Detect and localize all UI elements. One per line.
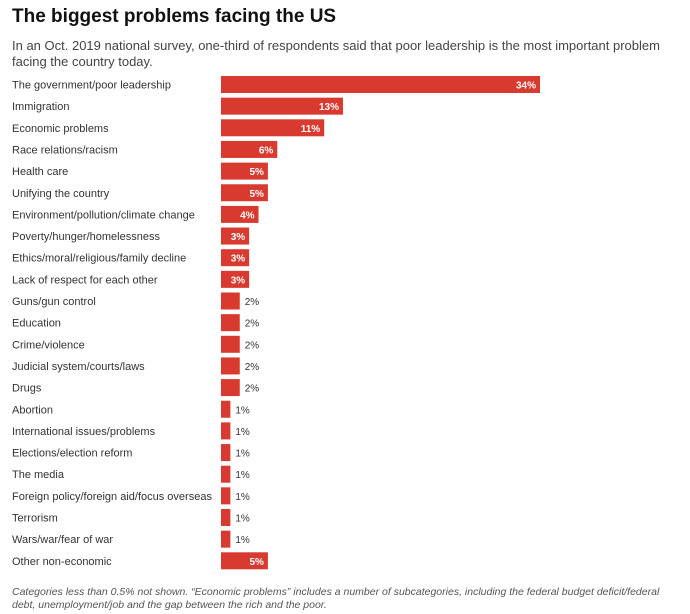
bar	[221, 162, 268, 180]
value-label: 1%	[235, 535, 250, 546]
bar	[221, 357, 240, 375]
bar	[221, 444, 231, 462]
category-label: Elections/election reform	[12, 448, 132, 460]
category-label: Economic problems	[12, 123, 109, 135]
value-label: 34%	[516, 81, 536, 92]
category-label: Other non-economic	[12, 556, 112, 568]
value-label: 2%	[245, 319, 260, 330]
bar	[221, 379, 240, 397]
bar-chart: The government/poor leadership 34% Immigra…	[12, 76, 540, 570]
category-label: Education	[12, 318, 61, 330]
value-label: 2%	[245, 340, 260, 351]
bar	[221, 292, 240, 310]
value-label: 1%	[235, 405, 250, 416]
bar	[221, 552, 268, 570]
value-label: 5%	[249, 189, 264, 200]
bar	[221, 314, 240, 332]
bar	[221, 97, 343, 115]
bar	[221, 76, 540, 93]
category-label: Guns/gun control	[12, 296, 96, 308]
value-label: 1%	[235, 492, 250, 503]
value-label: 1%	[235, 449, 250, 460]
value-label: 2%	[245, 384, 260, 395]
category-label: Drugs	[12, 383, 42, 395]
category-label: Unifying the country	[12, 188, 110, 200]
bar	[221, 509, 231, 526]
category-label: Abortion	[12, 404, 53, 416]
value-label: 5%	[249, 167, 264, 178]
category-label: The media	[12, 469, 65, 481]
bar	[221, 227, 250, 245]
value-label: 2%	[245, 297, 260, 308]
bar	[221, 400, 231, 418]
bar	[221, 530, 231, 548]
category-label: Ethics/moral/religious/family decline	[12, 253, 186, 265]
category-label: Immigration	[12, 101, 69, 113]
chart-subtitle: In an Oct. 2019 national survey, one-thi…	[12, 38, 660, 69]
value-label: 4%	[240, 210, 255, 221]
value-label: 2%	[245, 362, 260, 373]
bar	[221, 422, 231, 440]
bar	[221, 465, 231, 483]
value-label: 6%	[259, 145, 274, 156]
value-label: 3%	[231, 275, 246, 286]
bar	[221, 119, 325, 137]
bar	[221, 487, 231, 505]
category-label: The government/poor leadership	[12, 80, 171, 92]
bar	[221, 184, 268, 202]
bar	[221, 270, 250, 288]
category-label: Environment/pollution/climate change	[12, 209, 195, 221]
value-label: 1%	[235, 514, 250, 525]
value-label: 13%	[319, 102, 339, 113]
category-label: Crime/violence	[12, 339, 85, 351]
footnote: Categories less than 0.5% not shown. “Ec…	[12, 586, 660, 611]
bar	[221, 140, 278, 158]
category-label: Race relations/racism	[12, 144, 118, 156]
value-label: 1%	[235, 470, 250, 481]
value-label: 11%	[301, 124, 321, 135]
category-label: Health care	[12, 166, 68, 178]
category-label: Judicial system/courts/laws	[12, 361, 145, 373]
value-label: 3%	[231, 232, 246, 243]
category-label: Wars/war/fear of war	[12, 534, 113, 546]
category-label: Foreign policy/foreign aid/focus oversea…	[12, 491, 212, 503]
bar	[221, 205, 259, 223]
category-label: Terrorism	[12, 513, 58, 525]
value-label: 3%	[231, 254, 246, 265]
category-label: International issues/problems	[12, 426, 156, 438]
bar	[221, 249, 250, 267]
category-label: Poverty/hunger/homelessness	[12, 231, 160, 243]
value-label: 5%	[249, 557, 264, 568]
value-label: 1%	[235, 427, 250, 438]
category-label: Lack of respect for each other	[12, 274, 158, 286]
bar	[221, 335, 240, 353]
chart-title: The biggest problems facing the US	[12, 6, 337, 27]
